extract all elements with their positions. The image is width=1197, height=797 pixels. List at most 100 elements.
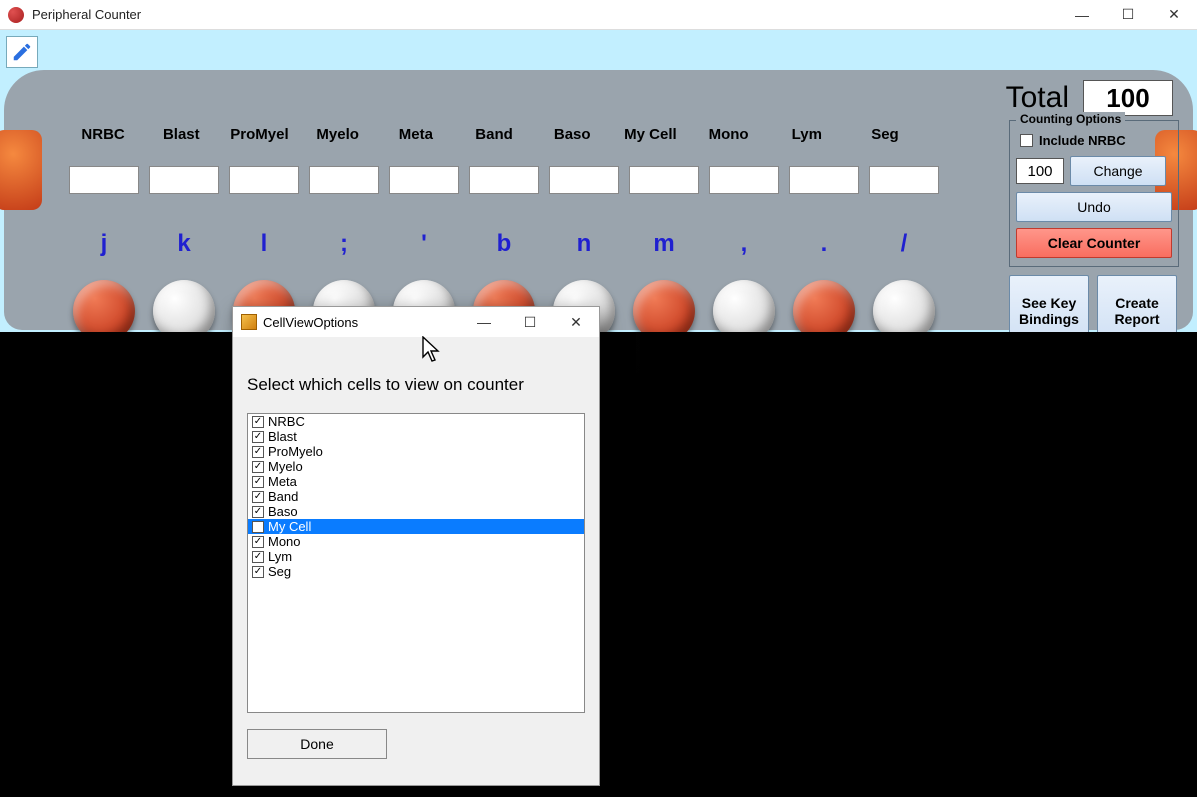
counter-key-button[interactable] — [793, 280, 855, 332]
cell-count-box — [469, 166, 539, 194]
checklist-label: Blast — [268, 429, 297, 444]
checklist-checkbox[interactable]: ✓ — [252, 566, 264, 578]
checklist-checkbox[interactable]: ✓ — [252, 491, 264, 503]
cell-counts-row — [64, 166, 944, 194]
extra-buttons-row: See Key Bindings Create Report — [1009, 275, 1179, 332]
counting-options-legend: Counting Options — [1016, 112, 1125, 126]
cell-count-box — [709, 166, 779, 194]
undo-button[interactable]: Undo — [1016, 192, 1172, 222]
cell-label: ProMyel — [220, 126, 298, 143]
counter-area: Total 100 NRBCBlastProMyelMyeloMetaBandB… — [0, 30, 1197, 332]
create-report-button[interactable]: Create Report — [1097, 275, 1177, 332]
key-binding-label: k — [144, 230, 224, 258]
counter-key-button[interactable] — [73, 280, 135, 332]
checklist-item[interactable]: ✓ Meta — [248, 474, 584, 489]
dialog-minimize-button[interactable]: ― — [461, 307, 507, 337]
change-button[interactable]: Change — [1070, 156, 1166, 186]
cell-count-box — [789, 166, 859, 194]
left-knob — [0, 130, 42, 210]
checklist-label: ProMyelo — [268, 444, 323, 459]
checklist-checkbox[interactable]: ✓ — [252, 431, 264, 443]
dialog-app-icon — [241, 314, 257, 330]
cell-count-box — [69, 166, 139, 194]
edit-cells-button[interactable] — [6, 36, 38, 68]
maximize-button[interactable]: ☐ — [1105, 0, 1151, 30]
checklist-item[interactable]: ✓ ProMyelo — [248, 444, 584, 459]
checklist-checkbox[interactable]: ✓ — [252, 476, 264, 488]
counter-key-button[interactable] — [713, 280, 775, 332]
key-binding-label: . — [784, 230, 864, 258]
cell-count-box — [389, 166, 459, 194]
checklist-label: My Cell — [268, 519, 311, 534]
max-count-input[interactable]: 100 — [1016, 158, 1064, 184]
cell-label: My Cell — [611, 126, 689, 143]
key-binding-label: j — [64, 230, 144, 258]
cell-count-box — [629, 166, 699, 194]
main-titlebar: Peripheral Counter ― ☐ ✕ — [0, 0, 1197, 30]
checklist-checkbox[interactable]: ✓ — [252, 461, 264, 473]
close-button[interactable]: ✕ — [1151, 0, 1197, 30]
checklist-item[interactable]: ✓NRBC — [248, 414, 584, 429]
dialog-instruction: Select which cells to view on counter — [247, 375, 585, 395]
cell-label: Meta — [377, 126, 455, 143]
options-panel: Counting Options Include NRBC 100 Change… — [1009, 120, 1179, 332]
checklist-item[interactable]: ✓ Baso — [248, 504, 584, 519]
key-binding-label: , — [704, 230, 784, 258]
checklist-item[interactable]: ✓ Lym — [248, 549, 584, 564]
key-bindings-row: jkl;'bnm,./ — [64, 230, 944, 258]
cell-label: Myelo — [299, 126, 377, 143]
checklist-label: Myelo — [268, 459, 303, 474]
checklist-label: Meta — [268, 474, 297, 489]
include-nrbc-label: Include NRBC — [1039, 133, 1126, 148]
counter-key-button[interactable] — [873, 280, 935, 332]
cell-count-box — [869, 166, 939, 194]
checklist-item[interactable]: ✓ Band — [248, 489, 584, 504]
checklist-item[interactable]: My Cell — [248, 519, 584, 534]
dialog-titlebar: CellViewOptions ― ☐ ✕ — [233, 307, 599, 337]
main-window: Peripheral Counter ― ☐ ✕ Total 100 NRBCB… — [0, 0, 1197, 797]
checklist-item[interactable]: ✓ Seg — [248, 564, 584, 579]
dialog-title: CellViewOptions — [263, 315, 358, 330]
pencil-icon — [11, 41, 33, 63]
checklist-checkbox[interactable]: ✓ — [252, 551, 264, 563]
counter-device: Total 100 NRBCBlastProMyelMyeloMetaBandB… — [4, 70, 1193, 330]
checklist-checkbox[interactable] — [252, 521, 264, 533]
key-binding-label: ' — [384, 230, 464, 258]
cell-label: NRBC — [64, 126, 142, 143]
checklist-label: Seg — [268, 564, 291, 579]
minimize-button[interactable]: ― — [1059, 0, 1105, 30]
cell-label: Baso — [533, 126, 611, 143]
cell-checklist[interactable]: ✓NRBC✓Blast✓ProMyelo✓Myelo✓Meta✓Band✓Bas… — [247, 413, 585, 713]
key-binding-label: n — [544, 230, 624, 258]
include-nrbc-row[interactable]: Include NRBC — [1020, 133, 1172, 148]
checklist-label: Baso — [268, 504, 298, 519]
key-binding-label: / — [864, 230, 944, 258]
checklist-checkbox[interactable]: ✓ — [252, 536, 264, 548]
dialog-maximize-button[interactable]: ☐ — [507, 307, 553, 337]
checklist-label: Mono — [268, 534, 301, 549]
window-controls: ― ☐ ✕ — [1059, 0, 1197, 30]
checklist-item[interactable]: ✓ Mono — [248, 534, 584, 549]
counter-key-button[interactable] — [633, 280, 695, 332]
checklist-checkbox[interactable]: ✓ — [252, 416, 264, 428]
counter-key-button[interactable] — [153, 280, 215, 332]
main-title: Peripheral Counter — [32, 7, 141, 22]
counting-options-group: Counting Options Include NRBC 100 Change… — [1009, 120, 1179, 267]
dialog-close-button[interactable]: ✕ — [553, 307, 599, 337]
total-area: Total 100 — [1006, 80, 1173, 116]
see-key-bindings-button[interactable]: See Key Bindings — [1009, 275, 1089, 332]
total-label: Total — [1006, 81, 1069, 115]
checklist-checkbox[interactable]: ✓ — [252, 506, 264, 518]
cell-labels-row: NRBCBlastProMyelMyeloMetaBandBasoMy Cell… — [64, 126, 924, 143]
checklist-item[interactable]: ✓ Blast — [248, 429, 584, 444]
checklist-item[interactable]: ✓ Myelo — [248, 459, 584, 474]
checklist-label: Band — [268, 489, 298, 504]
checklist-checkbox[interactable]: ✓ — [252, 446, 264, 458]
done-button[interactable]: Done — [247, 729, 387, 759]
include-nrbc-checkbox[interactable] — [1020, 134, 1033, 147]
cell-count-box — [149, 166, 219, 194]
cell-label: Lym — [768, 126, 846, 143]
cell-view-options-dialog: CellViewOptions ― ☐ ✕ Select which cells… — [232, 306, 600, 786]
checklist-label: Lym — [268, 549, 292, 564]
clear-counter-button[interactable]: Clear Counter — [1016, 228, 1172, 258]
